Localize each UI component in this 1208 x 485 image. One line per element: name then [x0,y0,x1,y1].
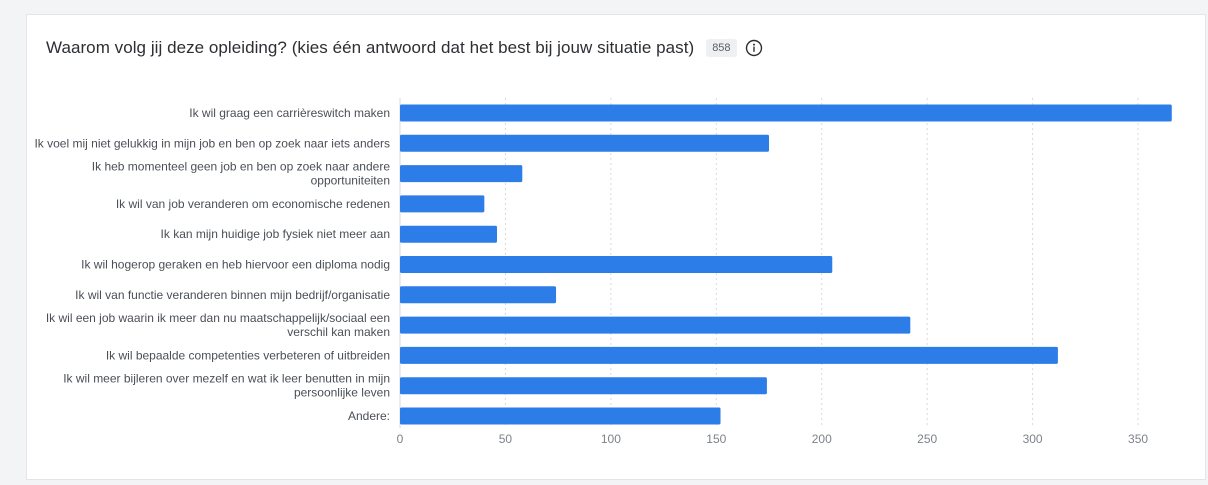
x-tick-label: 200 [812,432,832,446]
x-tick-label: 150 [706,432,726,446]
bar[interactable] [400,225,497,243]
response-count-badge: 858 [706,39,737,57]
category-label: Andere: [348,409,390,423]
x-tick-label: 300 [1023,432,1043,446]
category-label: Ik voel mij niet gelukkig in mijn job en… [34,136,390,150]
bar[interactable] [400,407,721,425]
bar[interactable] [400,346,1058,364]
info-icon[interactable] [745,39,763,57]
chart-title: Waarom volg jij deze opleiding? (kies éé… [46,38,695,57]
x-tick-label: 50 [499,432,513,446]
category-label: Ik wil van job veranderen om economische… [116,197,390,211]
chart-card [26,14,1206,480]
bar[interactable] [400,316,911,334]
bar[interactable] [400,104,1172,122]
category-label: Ik wil van functie veranderen binnen mij… [75,288,390,302]
bar[interactable] [400,286,557,304]
category-label: Ik wil bepaalde competenties verbeteren … [106,348,390,362]
category-label: Ik kan mijn huidige job fysiek niet meer… [161,227,390,241]
bar[interactable] [400,377,767,395]
category-labels: Ik wil graag een carrièreswitch maken Ik … [34,106,390,423]
x-axis-ticks: 0 50 100 150 200 250 300 350 [397,432,1149,446]
bar[interactable] [400,195,485,213]
x-tick-label: 350 [1128,432,1148,446]
chart-header: Waarom volg jij deze opleiding? (kies éé… [46,38,763,58]
bar[interactable] [400,165,523,183]
category-label: Ik heb momenteel geen job en ben op zoek… [92,160,391,188]
bar[interactable] [400,134,770,152]
category-label: Ik wil graag een carrièreswitch maken [189,106,390,120]
x-tick-label: 100 [601,432,621,446]
bars [400,104,1172,425]
category-label: Ik wil meer bijleren over mezelf en wat … [63,372,390,400]
x-tick-label: 0 [397,432,404,446]
category-label: Ik wil hogerop geraken en heb hiervoor e… [81,258,390,272]
category-label: Ik wil een job waarin ik meer dan nu maa… [46,311,390,339]
x-tick-label: 250 [917,432,937,446]
bar[interactable] [400,256,833,273]
